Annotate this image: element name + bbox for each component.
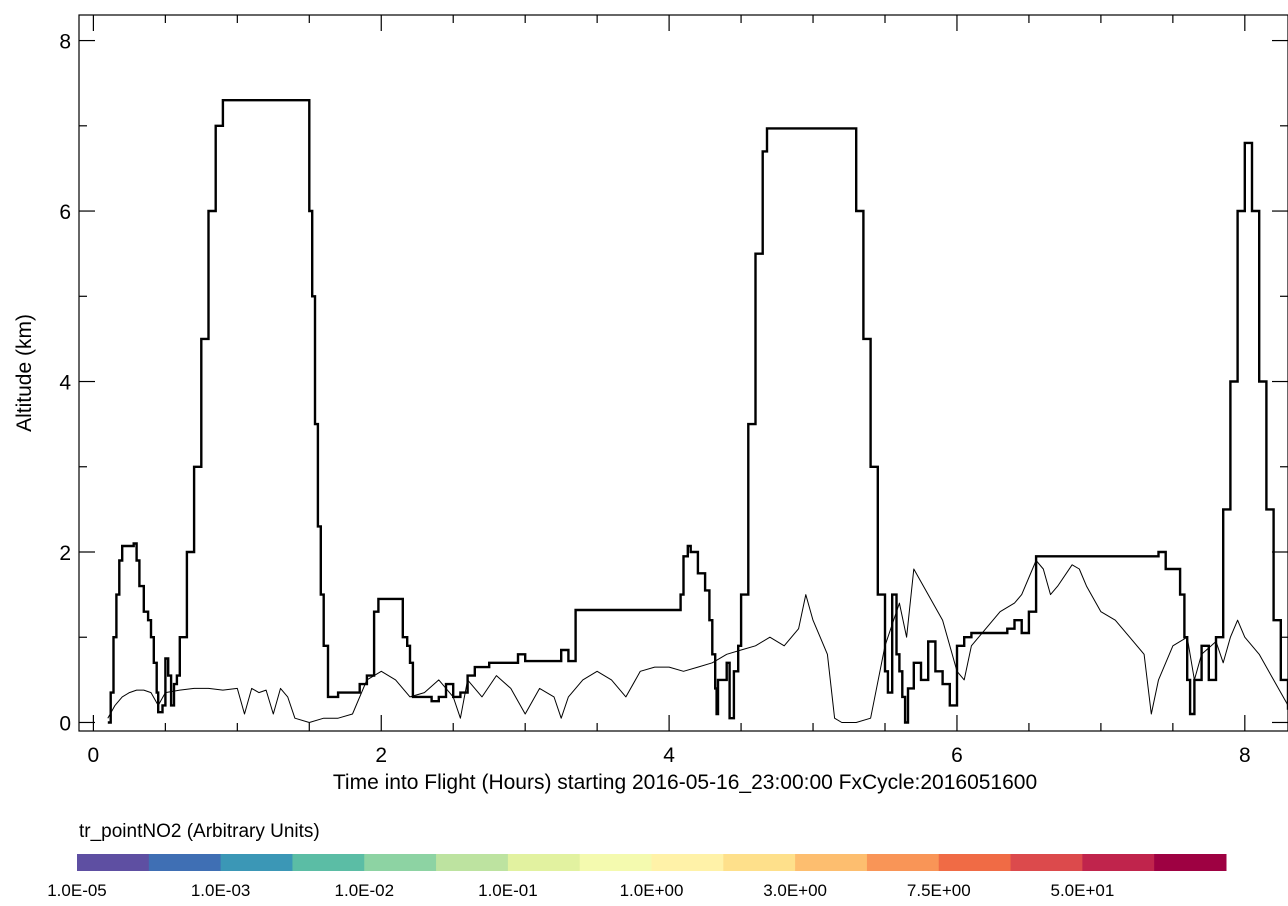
plot-frame: [78, 14, 1288, 732]
colorbar: [77, 854, 1227, 871]
colorbar-label: 5.0E+01: [1050, 881, 1114, 900]
colorbar-swatch: [866, 854, 940, 871]
colorbar-swatch: [436, 854, 509, 871]
colorbar-swatch: [292, 854, 365, 871]
colorbar-label: 1.0E+00: [620, 881, 684, 900]
x-axis-title: Time into Flight (Hours) starting 2016-0…: [333, 771, 1037, 794]
colorbar-swatch: [77, 854, 150, 871]
colorbar-label: 1.0E-03: [191, 881, 251, 900]
altitude-series-line: [107, 99, 1288, 724]
colorbar-label: 3.0E+00: [763, 881, 827, 900]
x-tick-label: 4: [663, 744, 675, 767]
colorbar-swatch: [220, 854, 293, 871]
colorbar-swatch: [938, 854, 1012, 871]
x-tick-label: 6: [951, 744, 963, 767]
colorbar-swatch: [364, 854, 437, 871]
y-axis: 0 2 4 6 8: [59, 31, 1288, 735]
colorbar-label: 1.0E-05: [47, 881, 107, 900]
colorbar-label: 7.5E+00: [907, 881, 971, 900]
y-tick-label: 6: [59, 201, 71, 224]
x-axis: 0 2 4 6 8: [88, 15, 1251, 767]
colorbar-swatch: [148, 854, 222, 871]
colorbar-swatch: [1154, 854, 1227, 871]
y-tick-label: 0: [59, 712, 71, 735]
colorbar-label: 1.0E-01: [478, 881, 538, 900]
colorbar-swatch: [1010, 854, 1083, 871]
colorbar-labels: 1.0E-05 1.0E-03 1.0E-02 1.0E-01 1.0E+00 3.0E+…: [47, 881, 1114, 900]
colorbar-swatch: [1082, 854, 1155, 871]
colorbar-swatch: [507, 854, 581, 871]
y-tick-label: 2: [59, 542, 71, 565]
colorbar-label: 1.0E-02: [335, 881, 395, 900]
thin-series-line: [107, 560, 1288, 723]
colorbar-swatch: [723, 854, 796, 871]
x-tick-label: 0: [88, 744, 100, 767]
colorbar-swatch: [579, 854, 652, 871]
y-tick-label: 4: [59, 372, 71, 395]
colorbar-title: tr_pointNO2 (Arbitrary Units): [79, 821, 320, 842]
series-layer: [107, 99, 1288, 724]
y-tick-label: 8: [59, 31, 71, 54]
x-tick-label: 2: [375, 744, 387, 767]
colorbar-swatch: [651, 854, 724, 871]
colorbar-swatch: [795, 854, 868, 871]
y-axis-title: Altitude (km): [13, 314, 36, 432]
x-tick-label: 8: [1239, 744, 1251, 767]
